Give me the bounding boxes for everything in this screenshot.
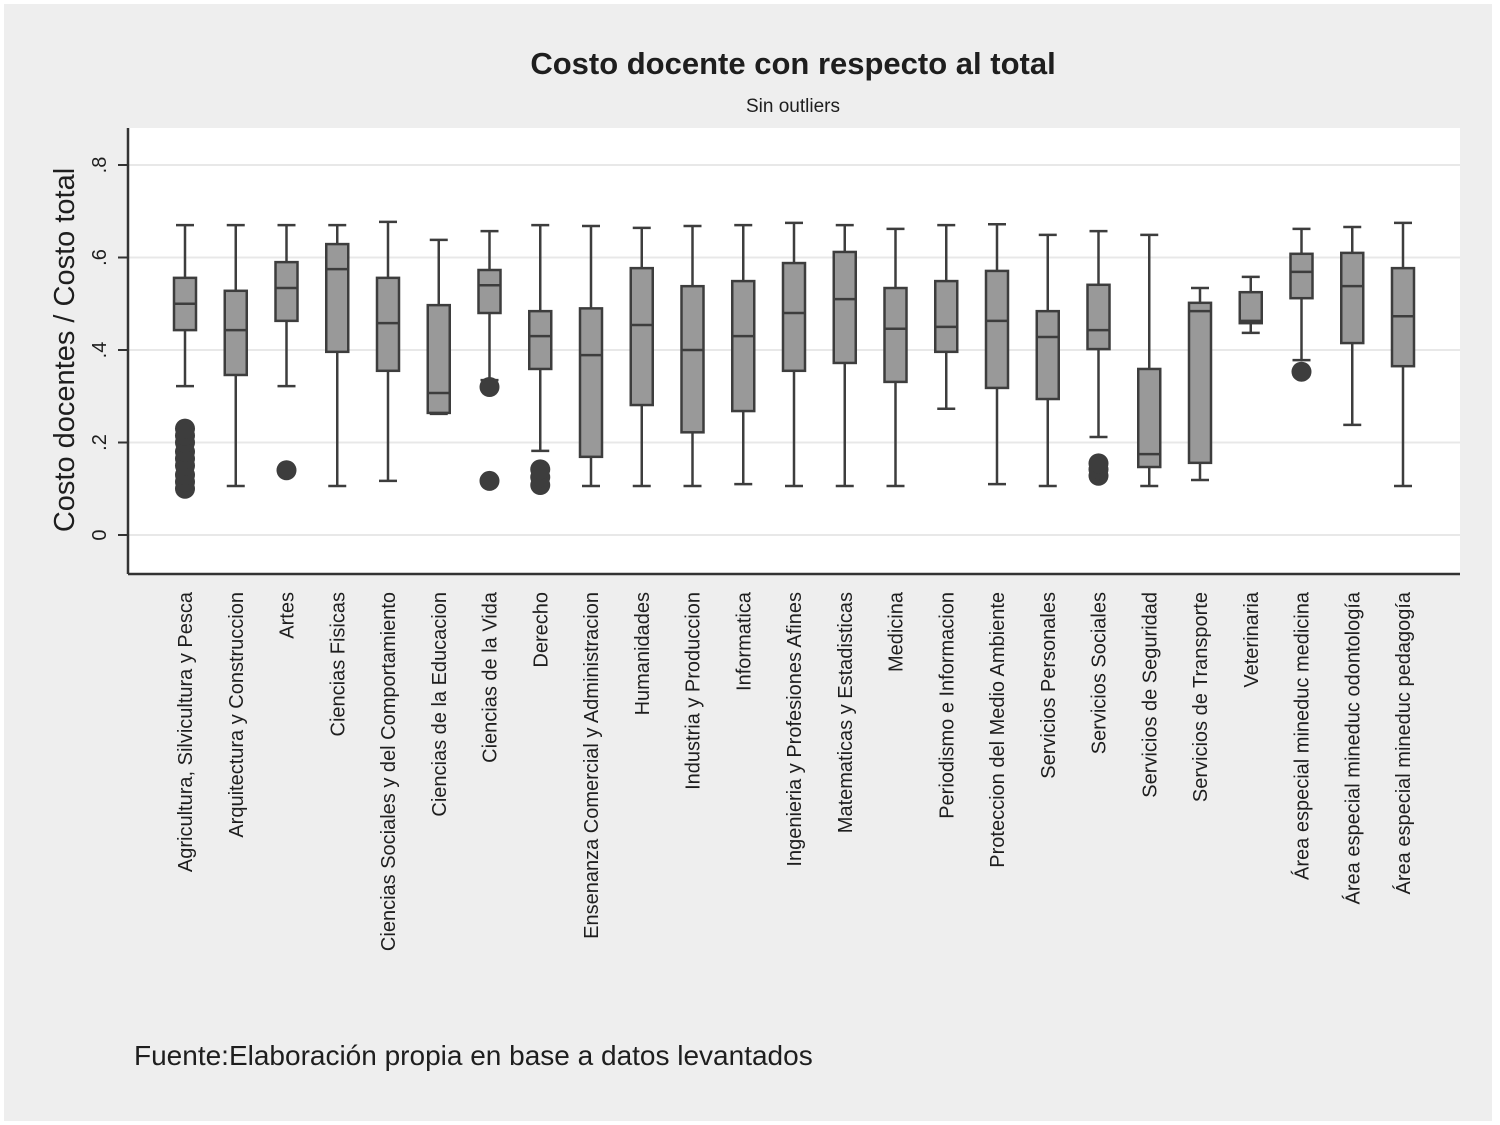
box-11 — [680, 224, 705, 488]
box-16 — [934, 223, 959, 410]
outlier-point — [276, 460, 297, 481]
x-tick-label: Área especial mineduc pedagogía — [1392, 591, 1415, 894]
box-25 — [1390, 221, 1416, 488]
iqr-box — [325, 242, 350, 354]
iqr-box — [1289, 252, 1314, 300]
x-tick-label: Agricultura, Silvicultura y Pesca — [175, 591, 197, 872]
iqr-box — [934, 279, 959, 354]
box-3 — [274, 223, 299, 481]
x-tick-label: Arquitectura y Construccion — [226, 592, 248, 838]
y-axis: 0 .2 .4 .6 .8 — [89, 128, 1460, 576]
box-10 — [629, 226, 654, 488]
outlier-point — [175, 418, 195, 439]
box-4 — [325, 223, 350, 488]
iqr-box — [1086, 283, 1111, 351]
x-tick-label: Ciencias Sociales y del Comportamiento — [378, 592, 400, 951]
outlier-point — [1088, 453, 1109, 474]
iqr-box — [578, 307, 604, 459]
iqr-box — [832, 250, 857, 365]
x-tick-label: Ingenieria y Profesiones Afines — [784, 592, 806, 867]
y-axis-label: Costo docentes / Costo total — [49, 168, 81, 532]
iqr-box — [1238, 290, 1263, 325]
outlier-point — [479, 377, 500, 397]
box-15 — [883, 227, 908, 488]
box-2 — [223, 223, 248, 488]
iqr-box — [883, 286, 908, 384]
box-5 — [375, 220, 401, 483]
iqr-box — [1340, 251, 1365, 345]
iqr-box — [528, 309, 553, 371]
x-tick-label: Área especial mineduc odontología — [1341, 591, 1364, 904]
box-1 — [172, 223, 198, 499]
x-tick-label: Ciencias Fisicas — [327, 592, 349, 736]
box-20 — [1137, 233, 1162, 488]
x-tick-label: Industria y Produccion — [683, 592, 705, 790]
x-tick-labels: Agricultura, Silvicultura y Pesca Arquite… — [175, 591, 1415, 951]
box-13 — [781, 221, 807, 488]
y-tick-label: .4 — [89, 342, 111, 359]
x-tick-label: Periodismo e Informacion — [936, 592, 958, 819]
box-7 — [477, 229, 502, 491]
iqr-box — [984, 269, 1010, 390]
x-tick-label: Derecho — [530, 592, 552, 668]
iqr-box — [477, 268, 502, 315]
x-tick-label: Servicios de Transporte — [1190, 592, 1212, 802]
box-22 — [1238, 275, 1263, 335]
x-tick-label: Veterinaria — [1241, 591, 1263, 687]
x-tick-label: Servicios Sociales — [1089, 592, 1111, 754]
box-8 — [528, 223, 553, 496]
y-tick-label: 0 — [89, 529, 111, 540]
box-21 — [1187, 286, 1213, 482]
box-9 — [578, 224, 604, 488]
iqr-box — [1137, 367, 1162, 469]
box-23 — [1289, 227, 1314, 382]
outlier-point — [1291, 361, 1312, 382]
y-tick-label: .2 — [89, 434, 111, 451]
x-tick-label: Humanidades — [632, 592, 654, 715]
iqr-box — [426, 303, 451, 415]
x-tick-label: Artes — [277, 592, 299, 639]
x-tick-label: Proteccion del Medio Ambiente — [987, 592, 1009, 868]
boxes — [172, 220, 1416, 499]
outlier-point — [479, 470, 500, 491]
chart-subtitle: Sin outliers — [746, 96, 840, 117]
iqr-box — [781, 261, 807, 373]
x-tick-label: Ciencias de la Vida — [480, 591, 502, 763]
source-note: Fuente:Elaboración propia en base a dato… — [134, 1040, 813, 1071]
outlier-point — [530, 459, 551, 480]
x-tick-label: Matematicas y Estadisticas — [835, 592, 857, 833]
box-17 — [984, 222, 1010, 486]
x-tick-label: Servicios Personales — [1038, 592, 1060, 779]
box-19 — [1086, 229, 1111, 486]
x-tick-label: Informatica — [733, 591, 755, 691]
iqr-box — [629, 266, 654, 407]
iqr-box — [731, 279, 756, 413]
box-18 — [1035, 233, 1060, 488]
iqr-box — [223, 289, 248, 377]
x-tick-label: Medicina — [886, 591, 908, 672]
chart-title: Costo docente con respecto al total — [530, 46, 1056, 81]
box-6 — [426, 238, 451, 416]
x-tick-label: Área especial mineduc medicina — [1291, 591, 1314, 880]
box-24 — [1340, 225, 1365, 427]
y-tick-label: .8 — [89, 157, 111, 174]
iqr-box — [1187, 301, 1213, 465]
iqr-box — [680, 284, 705, 434]
x-tick-label: Ensenanza Comercial y Administracion — [581, 592, 603, 939]
x-tick-label: Servicios de Seguridad — [1139, 592, 1161, 798]
iqr-box — [274, 260, 299, 323]
y-tick-label: .6 — [89, 249, 111, 266]
iqr-box — [1035, 309, 1060, 401]
box-12 — [731, 223, 756, 486]
box-14 — [832, 223, 857, 488]
x-tick-label: Ciencias de la Educacion — [429, 592, 451, 817]
